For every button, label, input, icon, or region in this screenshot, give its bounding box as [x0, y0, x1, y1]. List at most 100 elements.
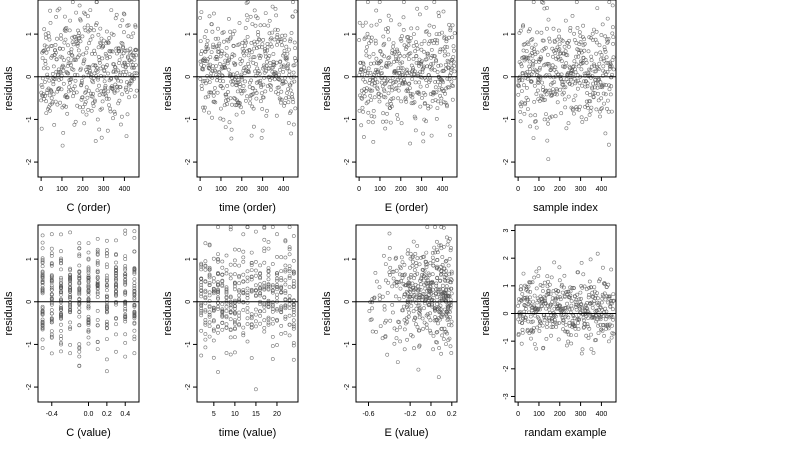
- residual-point: [275, 278, 279, 283]
- residual-point: [224, 315, 229, 320]
- residual-point: [413, 251, 418, 256]
- residual-point: [253, 324, 258, 329]
- residual-point: [259, 83, 264, 88]
- residual-point: [220, 259, 225, 264]
- residual-point: [211, 328, 216, 333]
- residual-point: [602, 291, 607, 296]
- residual-point: [423, 262, 428, 267]
- residual-point: [283, 303, 288, 308]
- x-tick-label: 0: [516, 186, 520, 193]
- residual-point: [442, 270, 447, 275]
- residual-point: [394, 268, 399, 273]
- residual-point: [599, 96, 604, 101]
- residual-point: [220, 86, 225, 91]
- residual-point: [449, 269, 454, 274]
- residual-point: [435, 106, 440, 111]
- residual-point: [65, 111, 70, 116]
- residual-point: [245, 286, 250, 291]
- residual-point: [581, 35, 585, 40]
- residual-point: [601, 294, 606, 299]
- residual-point: [601, 56, 606, 61]
- residual-point: [424, 325, 429, 330]
- residual-point: [545, 26, 549, 31]
- residual-point: [531, 319, 535, 324]
- residual-point: [125, 90, 130, 95]
- residual-point: [390, 48, 395, 53]
- residual-point: [215, 90, 220, 95]
- residual-point: [530, 54, 535, 58]
- residual-point: [394, 283, 399, 288]
- residual-point: [270, 321, 275, 326]
- residual-point: [291, 318, 296, 323]
- residual-point: [88, 37, 93, 42]
- residual-point: [283, 282, 288, 287]
- residual-point: [86, 341, 91, 346]
- residual-point: [275, 35, 280, 40]
- residual-point: [40, 288, 45, 293]
- residual-point: [95, 66, 100, 70]
- residual-point: [243, 65, 248, 69]
- residual-point: [225, 102, 229, 107]
- residual-point: [232, 310, 237, 315]
- residual-point: [97, 127, 102, 132]
- residual-point: [437, 310, 442, 315]
- residual-point: [237, 275, 242, 280]
- residual-point: [448, 248, 453, 253]
- residual-point: [433, 306, 438, 311]
- residual-point: [439, 268, 444, 273]
- y-axis-label: residuals: [480, 66, 492, 111]
- residual-point: [77, 305, 82, 310]
- residual-point: [604, 326, 608, 331]
- residual-point: [418, 287, 423, 292]
- residual-point: [413, 128, 418, 133]
- residual-point: [266, 304, 271, 309]
- residual-point: [403, 321, 408, 326]
- residual-point: [555, 295, 560, 300]
- residual-point: [411, 57, 416, 61]
- residual-point: [526, 107, 530, 112]
- residual-point: [291, 269, 296, 274]
- residual-point: [92, 48, 97, 53]
- residual-point: [555, 37, 560, 42]
- residual-point: [275, 271, 279, 276]
- residual-point: [112, 109, 117, 114]
- residual-point: [389, 18, 393, 23]
- residual-point: [234, 112, 239, 117]
- residual-point: [291, 341, 296, 345]
- residual-point: [207, 273, 212, 278]
- residual-point: [74, 58, 78, 63]
- residual-point: [238, 61, 243, 66]
- residual-point: [542, 315, 547, 320]
- residual-point: [211, 93, 216, 98]
- residual-point: [366, 110, 371, 115]
- residual-point: [249, 322, 254, 327]
- residual-point: [68, 293, 73, 297]
- residual-point: [381, 34, 386, 39]
- residual-point: [63, 29, 68, 33]
- residual-point: [241, 279, 246, 284]
- residual-point: [603, 34, 608, 39]
- residual-point: [220, 308, 225, 313]
- residual-point: [86, 267, 91, 271]
- residual-point: [610, 3, 615, 8]
- residual-point: [69, 77, 74, 82]
- residual-point: [441, 244, 446, 249]
- residual-point: [585, 309, 590, 314]
- residual-point: [78, 18, 83, 23]
- residual-point: [272, 77, 277, 82]
- residual-point: [59, 281, 63, 286]
- residual-point: [593, 85, 597, 90]
- residual-point: [609, 64, 614, 69]
- residual-point: [59, 87, 64, 92]
- residual-point: [228, 294, 233, 299]
- residual-point: [430, 250, 435, 255]
- residual-point: [566, 94, 571, 99]
- residual-point: [386, 56, 391, 61]
- residual-point: [572, 111, 576, 116]
- residual-point: [565, 301, 570, 306]
- residual-point: [537, 67, 542, 72]
- residual-point: [105, 304, 109, 309]
- residual-point: [526, 284, 531, 289]
- residual-point: [207, 334, 212, 339]
